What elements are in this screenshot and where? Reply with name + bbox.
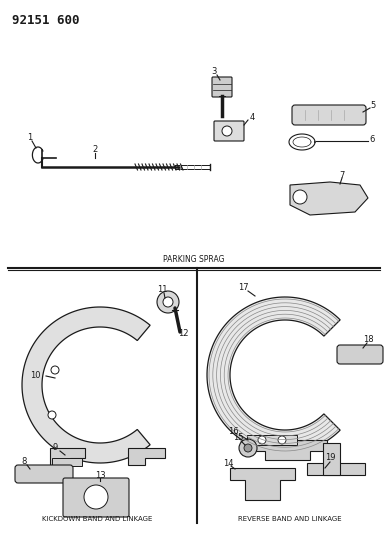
Text: 10: 10	[30, 370, 40, 379]
Text: REVERSE BAND AND LINKAGE: REVERSE BAND AND LINKAGE	[238, 516, 342, 522]
Text: 8: 8	[21, 457, 27, 466]
Text: 7: 7	[340, 171, 345, 180]
Circle shape	[258, 436, 266, 444]
Circle shape	[157, 291, 179, 313]
Text: 6: 6	[369, 135, 375, 144]
Text: 11: 11	[157, 286, 167, 295]
Polygon shape	[207, 297, 340, 453]
Bar	[52, 458, 82, 466]
Text: 16: 16	[228, 427, 238, 437]
Text: 18: 18	[363, 335, 373, 344]
Circle shape	[239, 439, 257, 457]
Text: 92151 600: 92151 600	[12, 14, 80, 27]
Text: 15: 15	[233, 433, 243, 442]
FancyBboxPatch shape	[292, 105, 366, 125]
FancyBboxPatch shape	[214, 121, 244, 141]
Text: 19: 19	[325, 454, 335, 463]
FancyBboxPatch shape	[63, 478, 129, 517]
Circle shape	[278, 436, 286, 444]
Text: 1: 1	[28, 133, 33, 142]
Text: PARKING SPRAG: PARKING SPRAG	[163, 255, 225, 264]
Polygon shape	[128, 448, 165, 465]
Polygon shape	[247, 440, 327, 460]
Polygon shape	[230, 468, 295, 500]
FancyBboxPatch shape	[337, 345, 383, 364]
Text: 12: 12	[178, 329, 188, 338]
Polygon shape	[290, 182, 368, 215]
Polygon shape	[50, 448, 85, 465]
Text: 14: 14	[223, 458, 233, 467]
Polygon shape	[22, 307, 150, 463]
Text: KICKDOWN BAND AND LINKAGE: KICKDOWN BAND AND LINKAGE	[42, 516, 152, 522]
Circle shape	[84, 485, 108, 509]
Text: 13: 13	[95, 471, 105, 480]
FancyBboxPatch shape	[212, 77, 232, 97]
Text: 2: 2	[92, 146, 98, 155]
Circle shape	[163, 297, 173, 307]
Text: 17: 17	[238, 284, 248, 293]
Text: 5: 5	[371, 101, 376, 109]
Circle shape	[51, 366, 59, 374]
Circle shape	[244, 444, 252, 452]
Text: 9: 9	[52, 443, 58, 453]
Polygon shape	[323, 443, 340, 475]
Polygon shape	[307, 463, 365, 475]
Text: 4: 4	[249, 114, 255, 123]
Circle shape	[293, 190, 307, 204]
FancyBboxPatch shape	[15, 465, 73, 483]
Circle shape	[222, 126, 232, 136]
Text: 3: 3	[211, 68, 217, 77]
Circle shape	[48, 411, 56, 419]
Bar	[247, 435, 297, 445]
